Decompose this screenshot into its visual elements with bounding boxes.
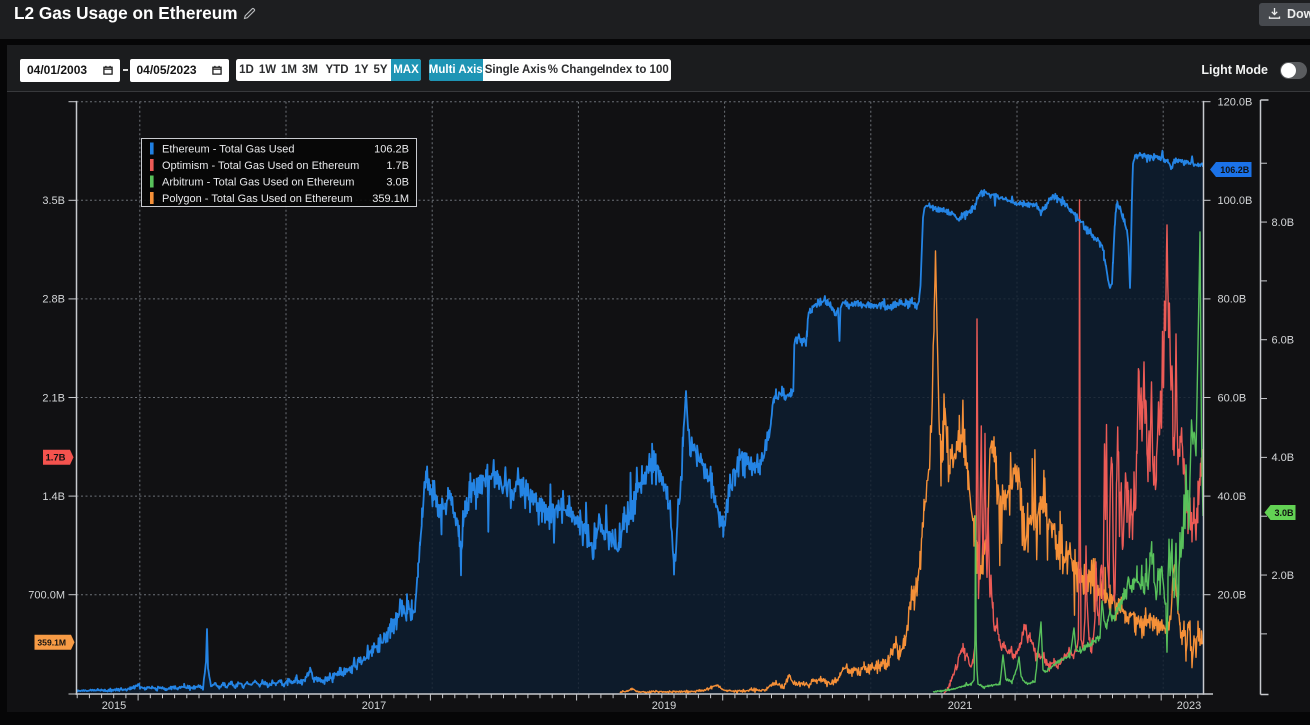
svg-text:Arbitrum - Total Gas Used on E: Arbitrum - Total Gas Used on Ethereum — [162, 176, 354, 188]
svg-text:2.1B: 2.1B — [42, 392, 65, 404]
svg-text:2023: 2023 — [1177, 700, 1201, 712]
svg-text:8.0B: 8.0B — [1272, 217, 1295, 229]
svg-text:2.0B: 2.0B — [1272, 570, 1295, 582]
svg-text:2021: 2021 — [948, 700, 972, 712]
svg-text:1.7B: 1.7B — [45, 453, 65, 464]
svg-text:100.0B: 100.0B — [1218, 195, 1253, 207]
svg-text:6.0B: 6.0B — [1272, 335, 1295, 347]
svg-text:80.0B: 80.0B — [1218, 294, 1247, 306]
svg-text:20.0B: 20.0B — [1218, 590, 1247, 602]
svg-text:4.0B: 4.0B — [1272, 452, 1295, 464]
svg-text:3.0B: 3.0B — [386, 176, 409, 188]
svg-text:2019: 2019 — [652, 700, 676, 712]
svg-text:1.7B: 1.7B — [386, 160, 409, 172]
svg-text:359.1M: 359.1M — [372, 193, 409, 205]
svg-text:3.5B: 3.5B — [42, 195, 65, 207]
svg-text:106.2B: 106.2B — [1220, 165, 1250, 175]
svg-text:Polygon - Total Gas Used on Et: Polygon - Total Gas Used on Ethereum — [162, 193, 353, 205]
svg-text:1.4B: 1.4B — [42, 491, 65, 503]
svg-text:3.0B: 3.0B — [1274, 508, 1294, 518]
svg-text:2017: 2017 — [362, 700, 386, 712]
svg-text:Ethereum - Total Gas Used: Ethereum - Total Gas Used — [162, 143, 294, 155]
svg-text:2015: 2015 — [102, 700, 126, 712]
svg-text:60.0B: 60.0B — [1218, 392, 1247, 404]
svg-text:106.2B: 106.2B — [374, 143, 409, 155]
svg-text:2.8B: 2.8B — [42, 294, 65, 306]
svg-text:700.0M: 700.0M — [28, 590, 65, 602]
svg-text:40.0B: 40.0B — [1218, 491, 1247, 503]
svg-text:120.0B: 120.0B — [1218, 97, 1253, 109]
svg-text:359.1M: 359.1M — [37, 638, 66, 648]
svg-text:Optimism - Total Gas Used on E: Optimism - Total Gas Used on Ethereum — [162, 160, 359, 172]
